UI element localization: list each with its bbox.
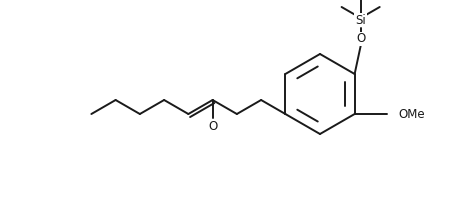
Text: O: O <box>356 32 365 46</box>
Text: Si: Si <box>355 14 366 26</box>
Text: OMe: OMe <box>398 107 425 120</box>
Text: O: O <box>208 120 217 132</box>
